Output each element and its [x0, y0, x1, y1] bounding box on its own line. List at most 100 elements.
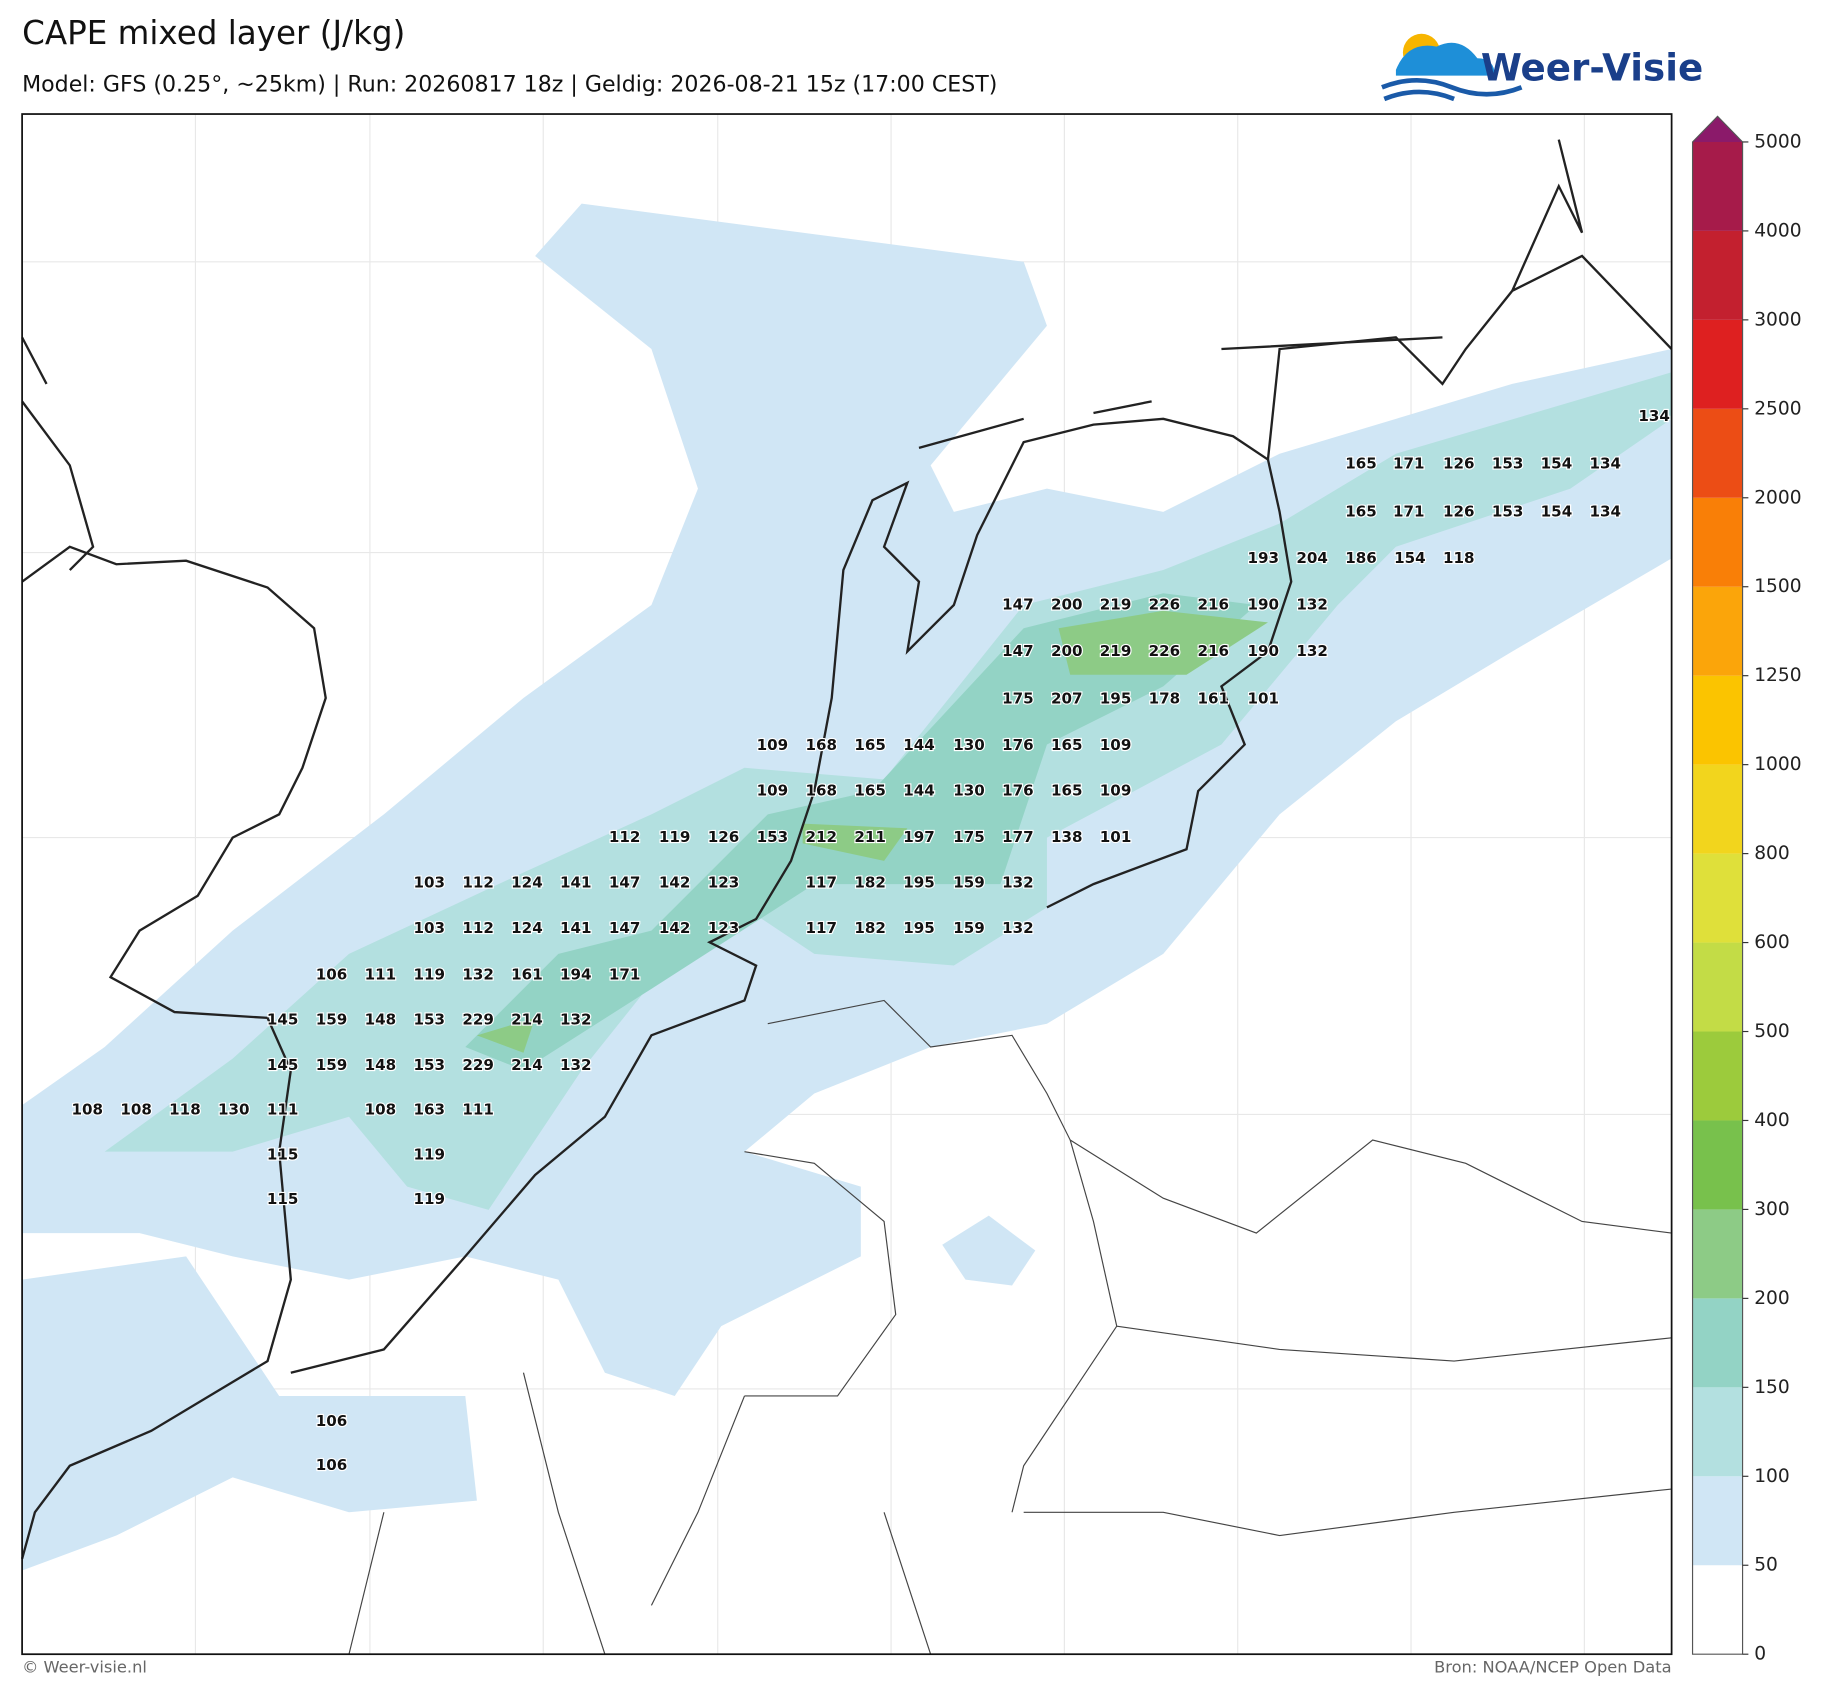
map-value-label: 190 [1248, 595, 1280, 613]
map-value-label: 159 [316, 1056, 348, 1074]
map-value-label: 123 [708, 919, 740, 937]
map-value-label: 147 [609, 919, 641, 937]
colorbar-tick-label: 3000 [1754, 309, 1801, 330]
footer-left: © Weer-visie.nl [22, 1658, 147, 1677]
map-value-label: 171 [1393, 502, 1425, 520]
colorbar-tick-label: 50 [1754, 1555, 1778, 1576]
map-value-label: 200 [1051, 595, 1083, 613]
logo: Weer-Visie [1381, 33, 1703, 102]
map-value-label: 109 [757, 782, 789, 800]
map-value-label: 123 [708, 873, 740, 891]
colorbar-tick-label: 2000 [1754, 487, 1801, 508]
coastline [21, 336, 95, 571]
map-value-label: 124 [511, 919, 543, 937]
map-value-label: 154 [1541, 455, 1573, 473]
map-value-label: 165 [854, 736, 886, 754]
map-value-label: 132 [1296, 595, 1328, 613]
logo-waves [1381, 78, 1523, 102]
colorbar-segment [1692, 586, 1743, 676]
map-value-label: 182 [854, 919, 886, 937]
cape-area-50 [942, 1215, 1036, 1286]
map-value-label: 106 [316, 965, 348, 983]
map-value-label: 130 [218, 1100, 250, 1118]
map-value-label: 200 [1051, 642, 1083, 660]
colorbar-segment [1692, 764, 1743, 854]
colorbar-tick-label: 2500 [1754, 398, 1801, 419]
map-value-label: 165 [854, 782, 886, 800]
colorbar-tick-label: 0 [1754, 1644, 1766, 1665]
map-value-label: 148 [365, 1056, 397, 1074]
map-value-label: 216 [1198, 595, 1230, 613]
map-value-label: 214 [511, 1056, 543, 1074]
map-value-label: 211 [854, 828, 886, 846]
map-value-label: 132 [560, 1056, 592, 1074]
colorbar-segment [1692, 1031, 1743, 1121]
colorbar-outline [1691, 115, 1744, 1655]
map-value-label: 186 [1345, 549, 1377, 567]
map-value-label: 195 [903, 873, 935, 891]
map-value-label: 229 [462, 1011, 494, 1029]
map-value-label: 130 [953, 782, 985, 800]
cape-area-200 [802, 823, 908, 861]
map-value-label: 119 [659, 828, 691, 846]
map-value-label: 111 [462, 1100, 494, 1118]
map-value-label: 182 [854, 873, 886, 891]
border [348, 999, 1672, 1655]
colorbar-tick-label: 150 [1754, 1377, 1790, 1398]
colorbar-tick-label: 1250 [1754, 665, 1801, 686]
colorbar-segment [1692, 319, 1743, 409]
colorbar-segment [1692, 1476, 1743, 1566]
map-value-label: 115 [267, 1190, 299, 1208]
map-value-label: 145 [267, 1056, 299, 1074]
map-value-label: 134 [1590, 502, 1622, 520]
map-value-label: 112 [609, 828, 641, 846]
map-value-label: 176 [1002, 782, 1034, 800]
map-value-label: 153 [1492, 502, 1524, 520]
map-value-label: 207 [1051, 690, 1083, 708]
map-value-label: 165 [1345, 455, 1377, 473]
colorbar-segment [1692, 1209, 1743, 1299]
map-value-label: 154 [1541, 502, 1573, 520]
map-value-label: 226 [1149, 642, 1181, 660]
map-value-label: 134 [1638, 407, 1670, 425]
footer-right: Bron: NOAA/NCEP Open Data [1434, 1658, 1672, 1677]
cape-area-50 [22, 1256, 477, 1571]
logo-cloud [1395, 42, 1495, 76]
map-value-label: 132 [1002, 919, 1034, 937]
map-value-label: 165 [1345, 502, 1377, 520]
map-value-label: 163 [413, 1100, 445, 1118]
map-value-label: 153 [413, 1011, 445, 1029]
map-value-label: 168 [805, 782, 837, 800]
map-value-label: 111 [365, 965, 397, 983]
map-value-label: 108 [120, 1100, 152, 1118]
map-value-label: 178 [1149, 690, 1181, 708]
colorbar-segment [1692, 1120, 1743, 1210]
map-value-label: 175 [1002, 690, 1034, 708]
map-value-label: 106 [316, 1456, 348, 1474]
colorbar-tick-label: 100 [1754, 1466, 1790, 1487]
map-value-label: 103 [413, 873, 445, 891]
map-value-label: 147 [1002, 595, 1034, 613]
map-value-label: 145 [267, 1011, 299, 1029]
colorbar-tick-label: 1000 [1754, 754, 1801, 775]
map-value-label: 195 [1100, 690, 1132, 708]
map-value-label: 117 [805, 873, 837, 891]
colorbar-tick-label: 4000 [1754, 220, 1801, 241]
map-value-label: 159 [953, 919, 985, 937]
map: 134 165 171 126 153 154 134 165 171 126 153 154 134 1… [20, 113, 1673, 1656]
colorbar-tick-label: 500 [1754, 1021, 1790, 1042]
map-value-label: 111 [267, 1100, 299, 1118]
map-value-label: 106 [316, 1412, 348, 1430]
cape-area-200 [476, 1017, 536, 1053]
colorbar-segment [1692, 230, 1743, 320]
map-value-label: 132 [462, 965, 494, 983]
map-value-label: 147 [1002, 642, 1034, 660]
map-value-label: 132 [1002, 873, 1034, 891]
map-value-label: 142 [659, 873, 691, 891]
colorbar-segment [1692, 141, 1743, 231]
colorbar-tick-label: 300 [1754, 1199, 1790, 1220]
map-value-label: 126 [1443, 455, 1475, 473]
colorbar-segment [1692, 1565, 1743, 1655]
map-value-label: 176 [1002, 736, 1034, 754]
colorbar-tick-label: 5000 [1754, 131, 1801, 152]
